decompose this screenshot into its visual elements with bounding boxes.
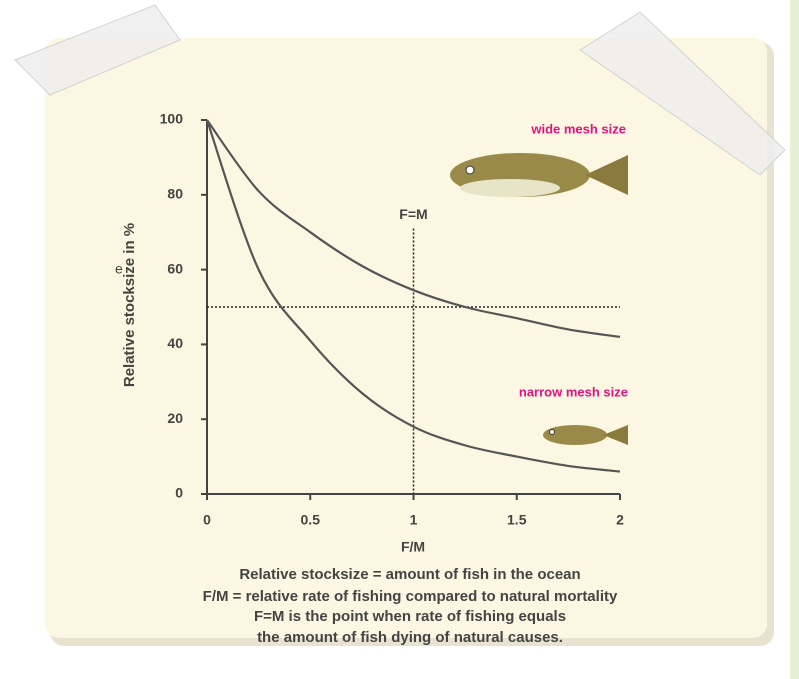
caption: F=M is the point when rate of fishing eq… [254, 608, 566, 625]
caption: F/M = relative rate of fishing compared … [203, 588, 618, 605]
x-tick-label: 2 [616, 512, 624, 528]
tape [579, 11, 786, 176]
y-tick-label: 0 [175, 485, 183, 501]
fish-large [450, 153, 628, 197]
series-label: narrow mesh size [519, 384, 628, 399]
side-strip [790, 0, 799, 679]
y-tick-label: 20 [167, 410, 183, 426]
paper [45, 38, 767, 638]
tape [14, 4, 181, 96]
x-tick-label: 1.5 [507, 512, 527, 528]
y-tick-label: 60 [167, 260, 183, 276]
caption: the amount of fish dying of natural caus… [257, 629, 563, 646]
series-line [205, 119, 621, 473]
series-label: wide mesh size [530, 121, 626, 136]
fish-small [543, 425, 628, 445]
x-tick-label: 0 [203, 512, 211, 528]
series-line [206, 119, 621, 339]
caption: Relative stocksize = amount of fish in t… [239, 566, 580, 583]
y-tick-label: 100 [160, 111, 184, 127]
y-tick-label: 80 [167, 186, 183, 202]
x-axis-label: F/M [401, 539, 425, 555]
x-tick-label: 1 [410, 512, 418, 528]
y-tick-label: 40 [167, 335, 183, 351]
x-tick-label: 0.5 [301, 512, 321, 528]
text-fragment: e [115, 261, 123, 277]
reference-label: F=M [399, 206, 427, 222]
y-axis-label: Relative stocksize in % [121, 223, 138, 387]
